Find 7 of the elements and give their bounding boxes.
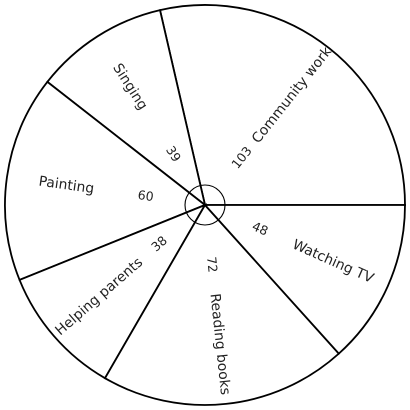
data-label: 72 [207, 257, 218, 272]
slice-label: Reading books [208, 294, 232, 395]
data-label: 38 [150, 235, 168, 252]
data-label: 60 [138, 190, 154, 202]
data-label: 48 [252, 221, 269, 236]
slice-label: Painting [39, 175, 94, 196]
data-label: 39 [166, 145, 182, 162]
